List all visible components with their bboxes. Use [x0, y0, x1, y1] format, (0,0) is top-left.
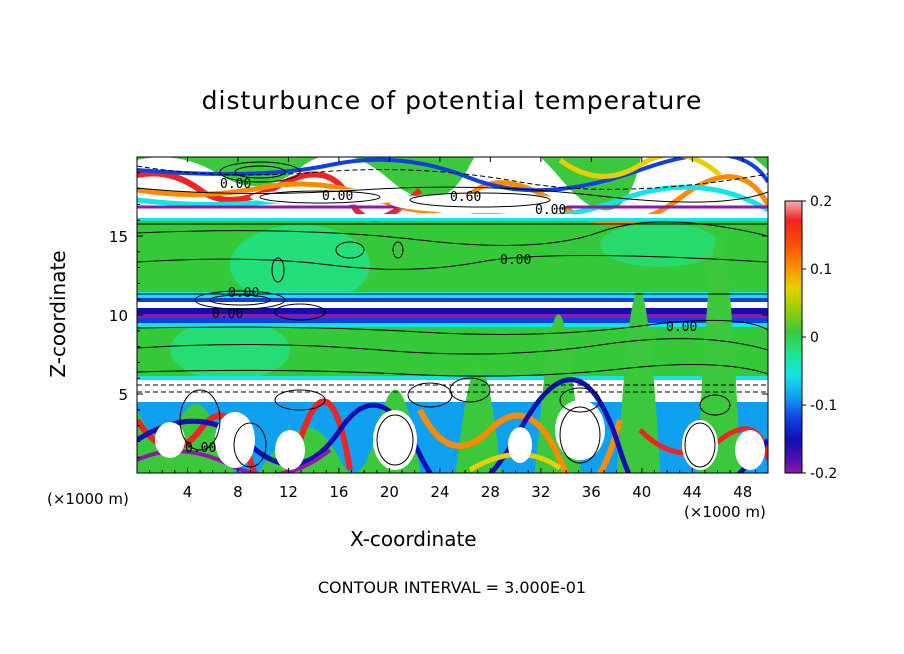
- contour-value-label: 0.00: [185, 441, 216, 456]
- x-tick-label: 28: [481, 483, 500, 501]
- contour-value-label: 0.00: [228, 286, 259, 301]
- x-tick-label: 36: [582, 483, 601, 501]
- colorbar-tick-label: 0: [810, 330, 819, 346]
- y-tick-label: 5: [118, 386, 128, 404]
- y-axis: 5 10 15: [109, 172, 768, 458]
- contour-value-label: 0.00: [220, 177, 251, 192]
- x-tick-label: 4: [183, 483, 193, 501]
- contour-value-label: 0.00: [535, 203, 566, 218]
- y-axis-label: Z-coordinate: [46, 250, 70, 378]
- y-tick-label: 15: [109, 228, 128, 246]
- y-unit-label: (×1000 m): [47, 490, 129, 508]
- colorbar-tick-label: -0.1: [810, 398, 837, 414]
- colorbar-tick-label: 0.1: [810, 262, 832, 278]
- x-tick-label: 8: [233, 483, 243, 501]
- contour-lines: [137, 161, 768, 468]
- x-tick-label: 32: [531, 483, 550, 501]
- x-unit-label: (×1000 m): [684, 503, 766, 521]
- x-tick-label: 44: [683, 483, 702, 501]
- x-tick-label: 20: [380, 483, 399, 501]
- contour-value-label: 0.00: [500, 253, 531, 268]
- x-tick-label: 48: [733, 483, 752, 501]
- x-axis: 4 8 12 16 20 24 28 32 36 40 44 48: [149, 157, 756, 501]
- x-tick-label: 16: [329, 483, 348, 501]
- contour-value-label: 0.00: [322, 189, 353, 204]
- contour-label-group: 0.00 0.00 0.60 0.00 0.00 0.00 0.00 0.00 0.00: [185, 177, 697, 456]
- contour-interval-note: CONTOUR INTERVAL = 3.000E-01: [317, 578, 587, 597]
- x-tick-label: 24: [430, 483, 449, 501]
- chart-title: disturbunce of potential temperature: [201, 86, 703, 115]
- contour-value-label: 0.00: [212, 307, 243, 322]
- y-tick-label: 10: [109, 307, 128, 325]
- x-axis-label: X-coordinate: [350, 527, 477, 551]
- x-tick-label: 12: [279, 483, 298, 501]
- colorbar: [784, 200, 803, 474]
- colorbar-tick-label: 0.2: [810, 194, 832, 210]
- contour-value-label: 0.00: [666, 320, 697, 335]
- contour-value-label: 0.60: [450, 190, 481, 205]
- x-tick-label: 40: [632, 483, 651, 501]
- colorbar-tick-label: -0.2: [810, 466, 837, 482]
- colorbar-ticks: 0.2 0.1 0 -0.1 -0.2: [802, 194, 837, 482]
